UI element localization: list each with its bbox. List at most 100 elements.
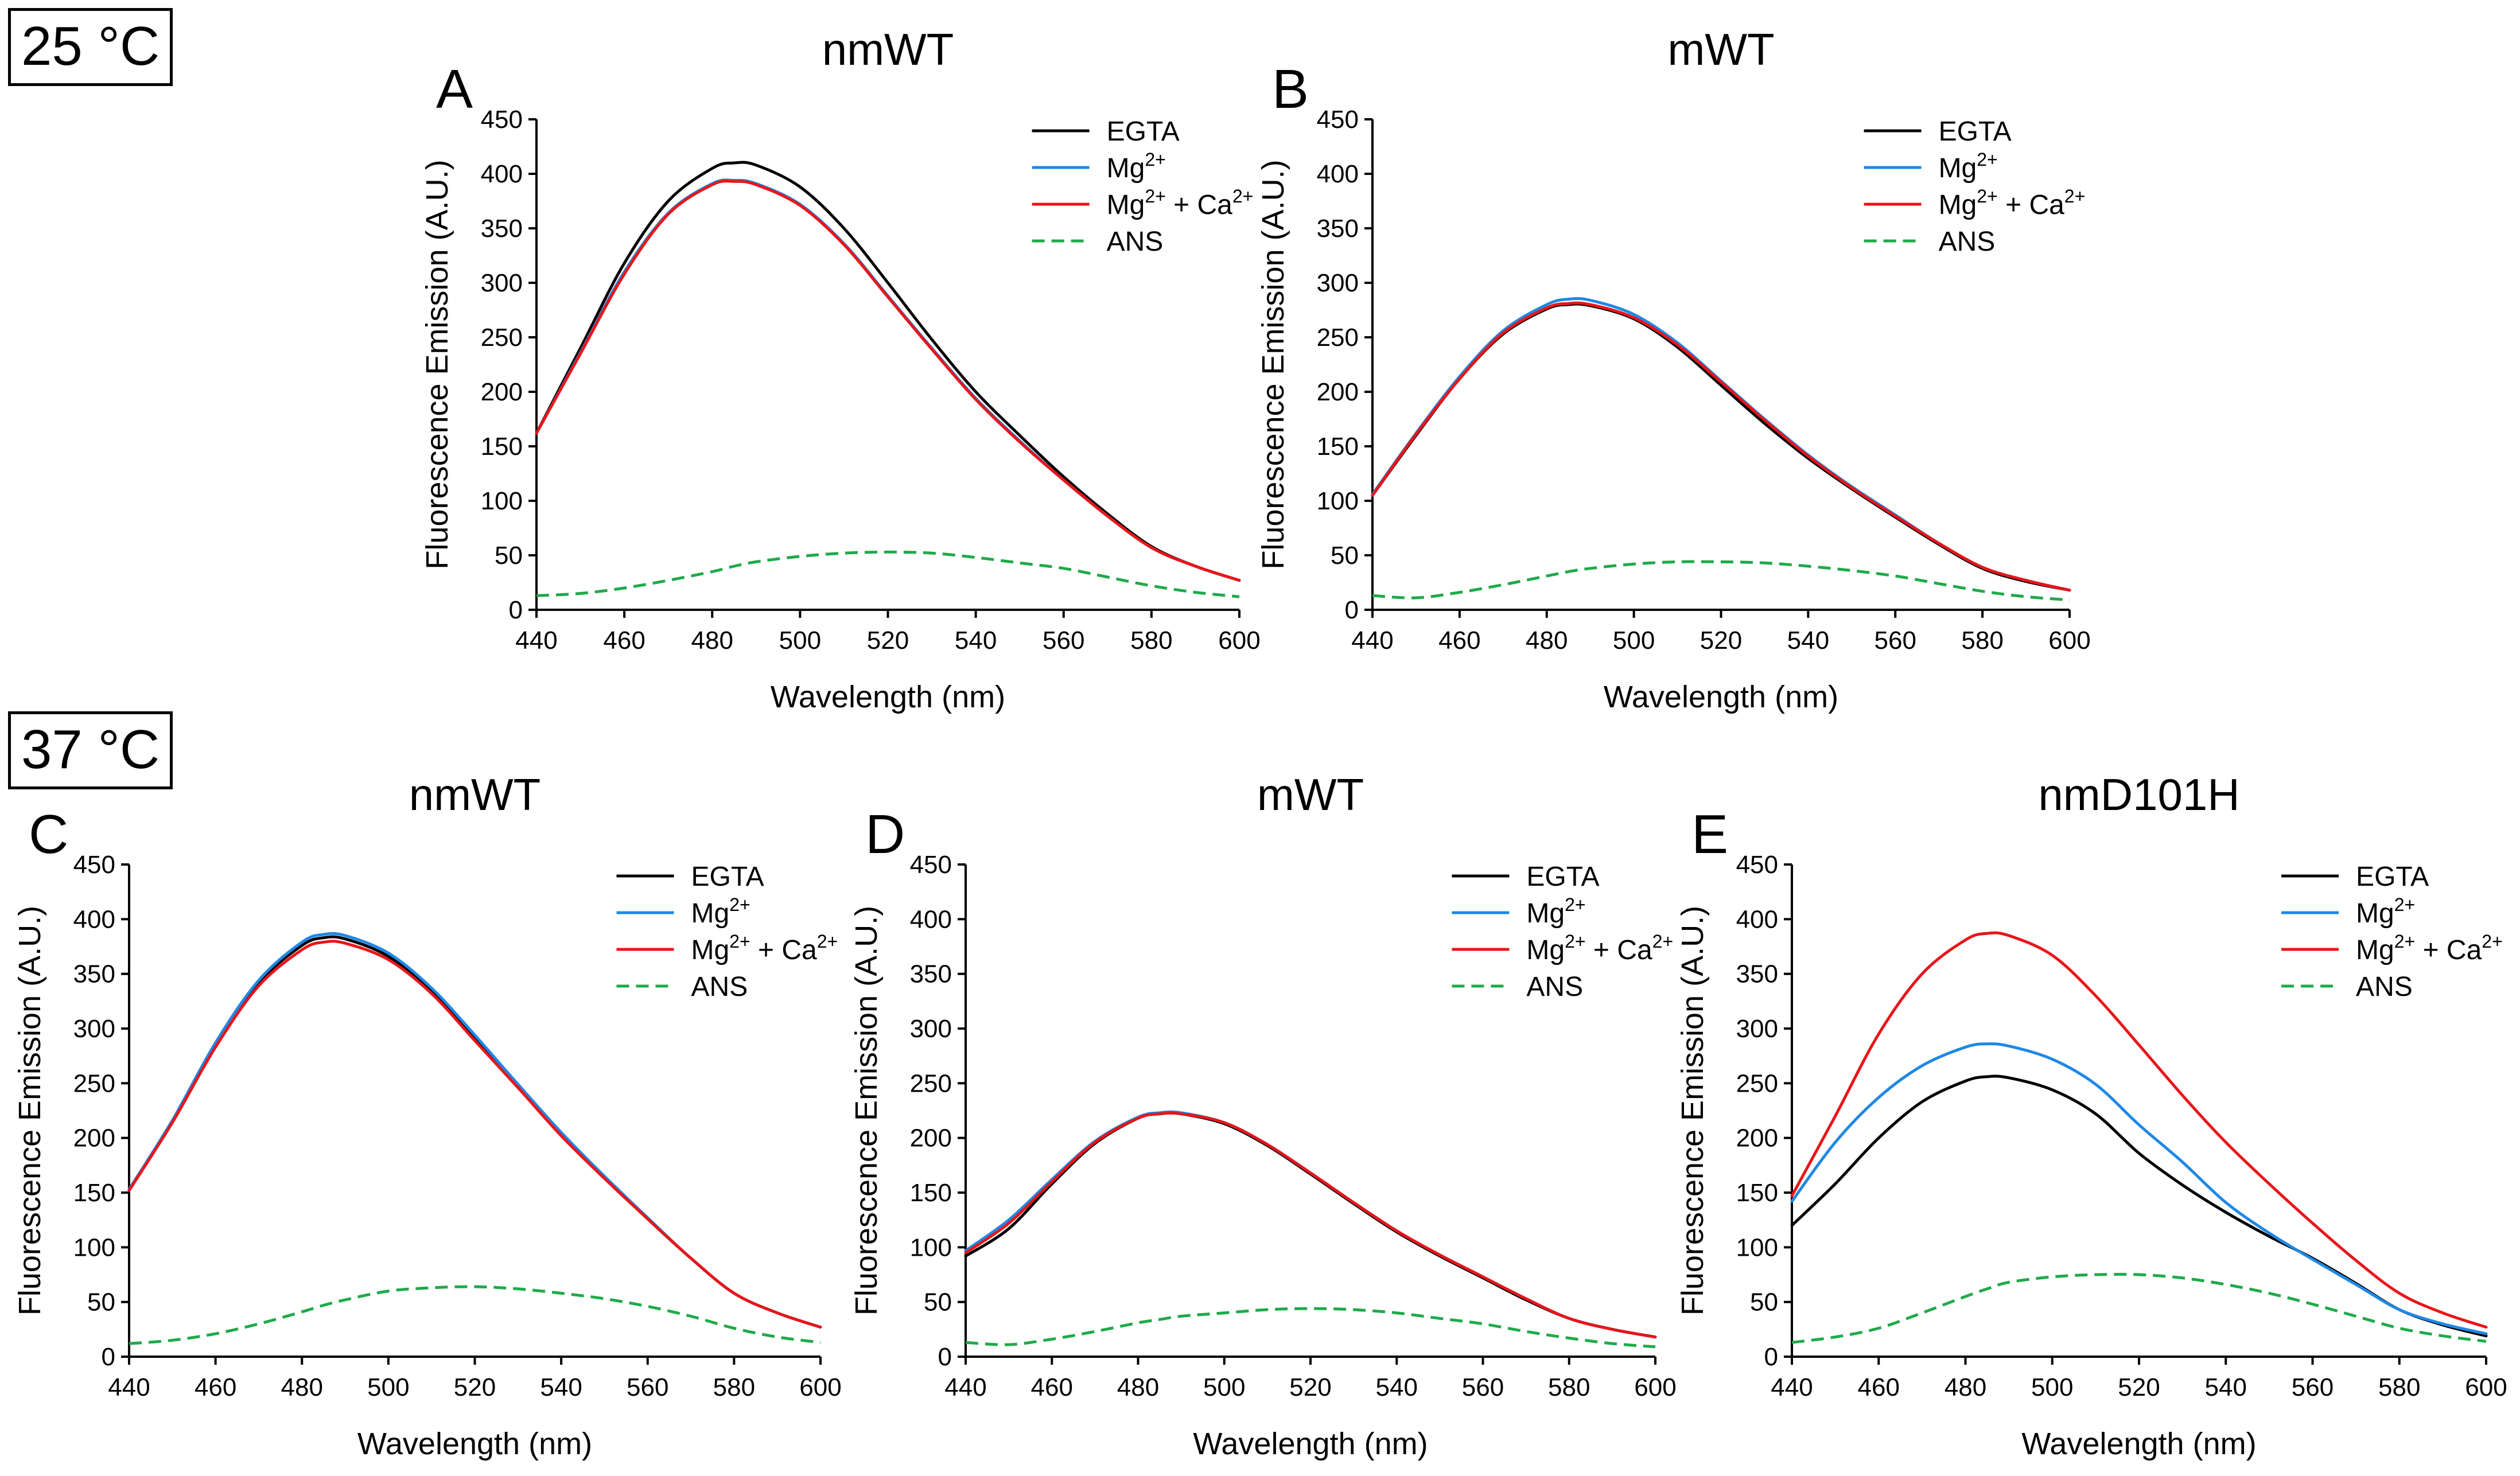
y-tick-label: 450 [73, 851, 115, 879]
series-line-mg2-ca2- [1371, 301, 2071, 592]
y-tick-label: 100 [1736, 1233, 1778, 1261]
y-tick-label: 350 [73, 960, 115, 988]
x-tick-label: 500 [367, 1373, 409, 1401]
legend-label: EGTA [1107, 116, 1180, 147]
y-tick-label: 350 [481, 215, 523, 243]
legend-label: ANS [691, 972, 748, 1002]
series-line-mg2-ca2- [1790, 931, 2488, 1329]
y-tick-label: 200 [910, 1124, 952, 1152]
legend-label: Mg2+ + Ca2+ [2356, 931, 2503, 965]
chart-panel-b: 0 50 100 150 200 250 300 350 400 450 440 460 480 500 5… [1256, 24, 2091, 714]
x-tick-label: 520 [454, 1373, 496, 1401]
series-line-ans [1791, 1272, 2487, 1344]
legend-label: Mg2+ + Ca2+ [1107, 186, 1254, 220]
x-axis-label: Wavelength (nm) [771, 680, 1005, 714]
y-tick-label: 300 [481, 269, 523, 297]
y-tick-label: 400 [910, 905, 952, 933]
x-tick-label: 480 [281, 1373, 323, 1401]
y-tick-label: 50 [495, 542, 523, 570]
y-tick-label: 50 [924, 1288, 952, 1317]
y-tick-label: 450 [481, 106, 523, 134]
series-line-egta [964, 1111, 1657, 1339]
y-tick-label: 400 [481, 160, 523, 188]
x-tick-label: 520 [1289, 1373, 1331, 1401]
legend-label: EGTA [2356, 862, 2429, 892]
panel-letter-d: D [865, 804, 905, 865]
x-tick-label: 600 [799, 1373, 841, 1401]
x-tick-label: 560 [2292, 1373, 2334, 1401]
chart-title: nmWT [822, 24, 954, 75]
y-axis-label: Fluorescence Emission (A.U.) [1256, 159, 1290, 569]
x-tick-label: 440 [108, 1373, 150, 1401]
x-tick-label: 460 [1858, 1373, 1900, 1401]
legend-label: Mg2+ [2356, 894, 2415, 929]
y-tick-label: 450 [1736, 851, 1778, 879]
y-tick-label: 250 [1736, 1069, 1778, 1097]
legend-label: EGTA [1526, 862, 1599, 892]
legend-label: Mg2+ [1526, 894, 1585, 929]
chart-panel-e: 0 50 100 150 200 250 300 350 400 450 440 460 480 500 5… [1675, 769, 2507, 1461]
y-tick-label: 400 [73, 905, 115, 933]
y-tick-label: 150 [73, 1179, 115, 1207]
panel-letter-c: C [29, 804, 68, 865]
y-tick-label: 350 [1736, 960, 1778, 988]
y-tick-label: 150 [1736, 1179, 1778, 1207]
x-tick-label: 500 [1613, 626, 1655, 655]
chart-title: mWT [1667, 24, 1774, 75]
x-tick-label: 540 [1376, 1373, 1418, 1401]
x-tick-label: 500 [1203, 1373, 1245, 1401]
y-tick-label: 200 [1736, 1124, 1778, 1152]
series-line-ans [1372, 560, 2070, 602]
x-tick-label: 460 [195, 1373, 236, 1401]
chart-title: nmWT [409, 769, 541, 820]
y-tick-label: 400 [1317, 160, 1359, 188]
x-tick-label: 480 [1117, 1373, 1159, 1401]
x-tick-label: 440 [1771, 1373, 1813, 1401]
x-tick-label: 580 [1130, 626, 1172, 655]
x-tick-label: 600 [1218, 626, 1260, 655]
chart-title: mWT [1257, 769, 1364, 820]
y-tick-label: 300 [73, 1015, 115, 1043]
x-tick-label: 520 [867, 626, 909, 655]
series-line-ans [129, 1285, 821, 1345]
x-axis-label: Wavelength (nm) [357, 1427, 592, 1461]
x-tick-label: 480 [1945, 1373, 1986, 1401]
legend-label: ANS [1107, 227, 1164, 257]
y-axis-label: Fluorescence Emission (A.U.) [1675, 906, 1710, 1315]
x-tick-label: 580 [1961, 626, 2003, 655]
x-tick-label: 580 [713, 1373, 755, 1401]
x-tick-label: 600 [2048, 626, 2090, 655]
x-tick-label: 440 [944, 1373, 986, 1401]
y-tick-label: 250 [1317, 324, 1359, 352]
x-axis-label: Wavelength (nm) [2021, 1427, 2256, 1461]
y-tick-label: 200 [73, 1124, 115, 1152]
y-tick-label: 100 [1317, 487, 1359, 515]
series-line-mg2- [1371, 297, 2071, 592]
y-tick-label: 250 [73, 1069, 115, 1097]
legend-label: Mg2+ [1107, 149, 1166, 184]
panel-letter-b: B [1272, 59, 1309, 120]
legend-label: EGTA [691, 862, 764, 892]
y-tick-label: 50 [1750, 1288, 1778, 1317]
x-axis-label: Wavelength (nm) [1193, 1427, 1428, 1461]
y-axis-label: Fluorescence Emission (A.U.) [849, 906, 884, 1315]
panel-letter-e: E [1691, 804, 1728, 865]
x-tick-label: 440 [1351, 626, 1393, 655]
series-line-mg2- [964, 1110, 1657, 1339]
x-tick-label: 460 [1031, 1373, 1073, 1401]
temperature-label-25: 25 °C [8, 8, 173, 86]
chart-panel-a: 0 50 100 150 200 250 300 350 400 450 440 460 480 500 5… [420, 24, 1261, 714]
legend-label: ANS [1939, 227, 1996, 257]
x-tick-label: 560 [1043, 626, 1084, 655]
y-tick-label: 150 [1317, 433, 1359, 461]
y-tick-label: 350 [1317, 215, 1359, 243]
y-tick-label: 150 [910, 1179, 952, 1207]
x-tick-label: 460 [1438, 626, 1480, 655]
x-axis-label: Wavelength (nm) [1604, 680, 1838, 714]
y-tick-label: 100 [910, 1233, 952, 1261]
y-tick-label: 300 [910, 1015, 952, 1043]
